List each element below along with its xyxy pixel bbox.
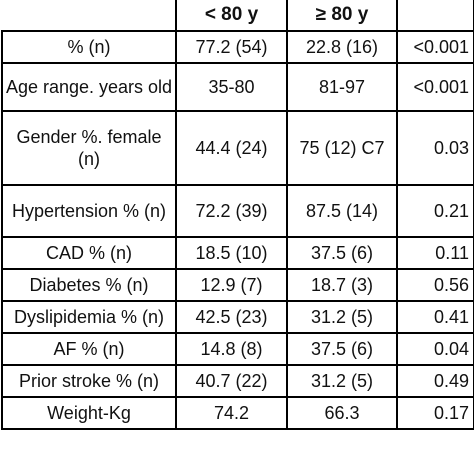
p-value: 0.03 <box>396 110 474 186</box>
p-value: 0.49 <box>396 364 474 398</box>
value-80-and-over: 18.7 (3) <box>286 268 398 302</box>
value-80-and-over: 31.2 (5) <box>286 300 398 334</box>
row-label: CAD % (n) <box>1 236 177 270</box>
p-value: 0.21 <box>396 184 474 238</box>
value-under-80: 12.9 (7) <box>175 268 288 302</box>
header-row: < 80 y ≥ 80 y <box>2 0 474 32</box>
p-value: 0.11 <box>396 236 474 270</box>
table-row: Gender %. female (n) 44.4 (24) 75 (12) C… <box>1 110 474 186</box>
row-label: % (n) <box>1 30 177 64</box>
header-p-value-cell <box>396 0 474 32</box>
p-value: 0.56 <box>396 268 474 302</box>
table-row: Dyslipidemia % (n) 42.5 (23) 31.2 (5) 0.… <box>1 300 474 334</box>
value-80-and-over: 37.5 (6) <box>286 236 398 270</box>
row-label: Weight-Kg <box>1 396 177 430</box>
value-under-80: 44.4 (24) <box>175 110 288 186</box>
p-value: 0.17 <box>396 396 474 430</box>
comparison-table-container: < 80 y ≥ 80 y % (n) 77.2 (54) 22.8 (16) … <box>1 0 474 460</box>
value-80-and-over: 81-97 <box>286 62 398 112</box>
value-under-80: 40.7 (22) <box>175 364 288 398</box>
value-80-and-over: 66.3 <box>286 396 398 430</box>
table-row: Age range. years old 35-80 81-97 <0.001 <box>1 62 474 112</box>
value-under-80: 42.5 (23) <box>175 300 288 334</box>
value-under-80: 35-80 <box>175 62 288 112</box>
row-label: Prior stroke % (n) <box>1 364 177 398</box>
header-under-80: < 80 y <box>175 0 288 32</box>
row-label: Diabetes % (n) <box>1 268 177 302</box>
header-80-and-over: ≥ 80 y <box>286 0 398 32</box>
table-row: Diabetes % (n) 12.9 (7) 18.7 (3) 0.56 <box>1 268 474 302</box>
value-under-80: 14.8 (8) <box>175 332 288 366</box>
p-value: 0.41 <box>396 300 474 334</box>
row-label: AF % (n) <box>1 332 177 366</box>
header-blank-cell <box>2 0 177 32</box>
p-value: <0.001 <box>396 62 474 112</box>
table-row: Prior stroke % (n) 40.7 (22) 31.2 (5) 0.… <box>1 364 474 398</box>
value-80-and-over: 87.5 (14) <box>286 184 398 238</box>
table-body: % (n) 77.2 (54) 22.8 (16) <0.001 Age ran… <box>1 30 474 430</box>
value-80-and-over: 31.2 (5) <box>286 364 398 398</box>
table-row: Hypertension % (n) 72.2 (39) 87.5 (14) 0… <box>1 184 474 238</box>
value-under-80: 72.2 (39) <box>175 184 288 238</box>
p-value: 0.04 <box>396 332 474 366</box>
table-row: AF % (n) 14.8 (8) 37.5 (6) 0.04 <box>1 332 474 366</box>
row-label: Age range. years old <box>1 62 177 112</box>
row-label: Dyslipidemia % (n) <box>1 300 177 334</box>
row-label: Hypertension % (n) <box>1 184 177 238</box>
value-80-and-over: 75 (12) C7 <box>286 110 398 186</box>
value-80-and-over: 37.5 (6) <box>286 332 398 366</box>
row-label: Gender %. female (n) <box>1 110 177 186</box>
table-header: < 80 y ≥ 80 y <box>2 0 474 32</box>
age-group-comparison-table: < 80 y ≥ 80 y % (n) 77.2 (54) 22.8 (16) … <box>1 0 474 430</box>
table-row: % (n) 77.2 (54) 22.8 (16) <0.001 <box>1 30 474 64</box>
value-under-80: 18.5 (10) <box>175 236 288 270</box>
value-under-80: 74.2 <box>175 396 288 430</box>
table-row: CAD % (n) 18.5 (10) 37.5 (6) 0.11 <box>1 236 474 270</box>
value-under-80: 77.2 (54) <box>175 30 288 64</box>
table-row: Weight-Kg 74.2 66.3 0.17 <box>1 396 474 430</box>
p-value: <0.001 <box>396 30 474 64</box>
value-80-and-over: 22.8 (16) <box>286 30 398 64</box>
